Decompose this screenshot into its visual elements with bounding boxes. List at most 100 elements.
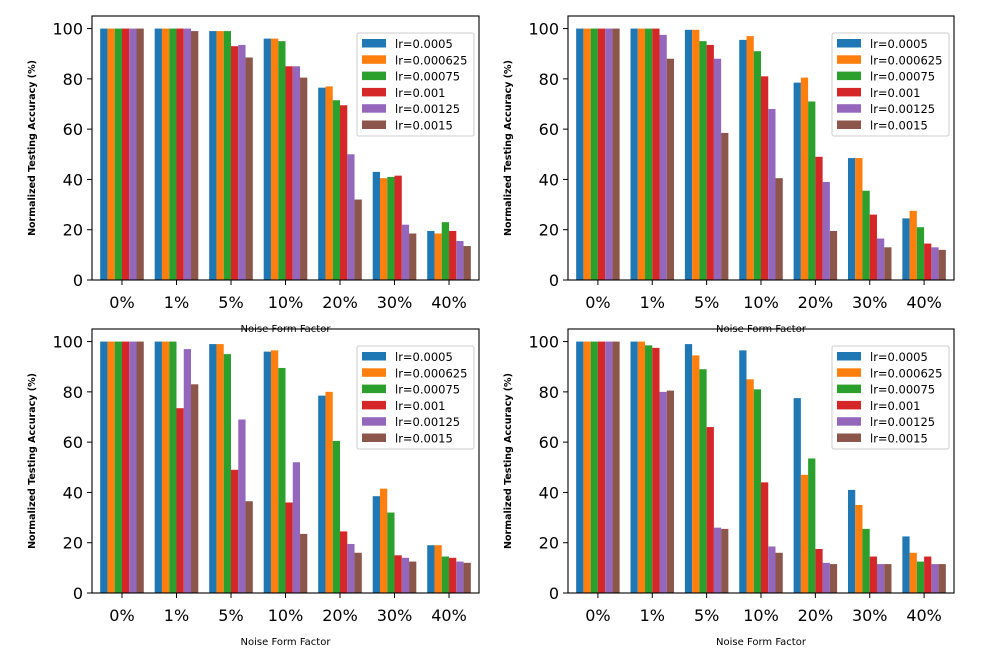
bar-lr=0.00125-1% bbox=[659, 34, 667, 280]
bar-lr=0.001-1% bbox=[176, 408, 184, 593]
bar-lr=0.00075-40% bbox=[441, 556, 450, 593]
bar-lr=0.000625-30% bbox=[379, 488, 388, 593]
bar-lr=0.000625-0% bbox=[107, 28, 115, 280]
bar-lr=0.001-10% bbox=[761, 76, 769, 280]
legend-swatch bbox=[362, 104, 386, 113]
bar-lr=0.00125-20% bbox=[347, 543, 355, 593]
legend-entry: lr=0.00075 bbox=[870, 383, 935, 397]
bar-lr=0.0015-10% bbox=[775, 552, 783, 593]
bar-lr=0.00075-5% bbox=[223, 31, 231, 281]
bar-lr=0.001-40% bbox=[924, 243, 932, 280]
bar-lr=0.000625-20% bbox=[800, 474, 809, 593]
bar-lr=0.00075-20% bbox=[808, 458, 816, 593]
bar-lr=0.000625-5% bbox=[692, 355, 700, 593]
bar-lr=0.000625-10% bbox=[746, 36, 754, 280]
bar-lr=0.000625-30% bbox=[855, 158, 863, 280]
bar-lr=0.00075-0% bbox=[114, 28, 122, 280]
bar-lr=0.001-5% bbox=[230, 46, 239, 280]
bar-lr=0.00075-10% bbox=[753, 51, 761, 281]
y-axis-label: Normalized Testing Accuracy (%) bbox=[27, 373, 38, 549]
legend-swatch bbox=[362, 39, 386, 48]
bar-lr=0.00125-30% bbox=[876, 238, 885, 280]
y-tick-label: 20 bbox=[63, 221, 83, 240]
bar-lr=0.0015-30% bbox=[884, 564, 892, 593]
bar-lr=0.001-40% bbox=[924, 556, 932, 593]
bar-lr=0.00125-5% bbox=[713, 527, 722, 593]
legend-entry: lr=0.0015 bbox=[870, 432, 928, 446]
bar-lr=0.00075-1% bbox=[169, 341, 177, 593]
legend-entry: lr=0.001 bbox=[870, 86, 920, 100]
bar-lr=0.001-5% bbox=[706, 44, 714, 280]
legend-swatch bbox=[837, 104, 861, 113]
y-tick-label: 0 bbox=[549, 271, 559, 290]
bar-lr=0.0015-40% bbox=[938, 249, 946, 280]
bar-lr=0.001-1% bbox=[652, 28, 660, 280]
legend-entry: lr=0.0005 bbox=[870, 37, 928, 51]
legend-entry: lr=0.00125 bbox=[395, 102, 460, 116]
bar-lr=0.000625-1% bbox=[161, 341, 170, 593]
x-tick-label: 30% bbox=[377, 293, 413, 312]
bar-lr=0.000625-40% bbox=[434, 545, 442, 593]
legend-swatch bbox=[837, 120, 861, 129]
legend-swatch bbox=[362, 400, 386, 410]
bar-lr=0.000625-20% bbox=[325, 391, 333, 593]
legend-entry: lr=0.00075 bbox=[395, 383, 460, 397]
legend: lr=0.0005 lr=0.000625 lr=0.00075 lr=0.001 lr… bbox=[356, 345, 475, 450]
legend-entry: lr=0.001 bbox=[395, 399, 445, 413]
bar-lr=0.000625-10% bbox=[270, 38, 279, 280]
bar-lr=0.0015-1% bbox=[666, 390, 675, 593]
x-tick-label: 20% bbox=[322, 606, 358, 625]
x-tick-label: 0% bbox=[585, 606, 610, 625]
bar-lr=0.0005-0% bbox=[576, 341, 584, 593]
bar-lr=0.0015-10% bbox=[775, 178, 783, 280]
bar-lr=0.00125-5% bbox=[238, 44, 246, 280]
bar-lr=0.001-20% bbox=[340, 105, 348, 280]
bar-lr=0.0015-5% bbox=[245, 501, 253, 593]
bar-lr=0.0005-5% bbox=[209, 31, 217, 281]
bars-group bbox=[100, 341, 471, 593]
bar-lr=0.000625-20% bbox=[800, 77, 809, 280]
chart-panel-4: 0 20 40 60 80 100 0% 1% 5% 10% 20% 30% 40% Noise Form… bbox=[503, 328, 955, 648]
bar-lr=0.001-10% bbox=[285, 66, 293, 280]
bar-lr=0.00125-40% bbox=[931, 564, 939, 593]
x-tick-label: 20% bbox=[798, 293, 834, 312]
bar-lr=0.0005-10% bbox=[739, 350, 747, 593]
y-tick-label: 0 bbox=[73, 271, 83, 290]
bar-lr=0.000625-1% bbox=[637, 28, 646, 280]
x-tick-label: 0% bbox=[109, 606, 134, 625]
bar-lr=0.00125-0% bbox=[129, 341, 137, 593]
bar-lr=0.001-5% bbox=[230, 469, 239, 593]
legend-entry: lr=0.00075 bbox=[870, 70, 935, 84]
bar-lr=0.000625-0% bbox=[583, 28, 591, 280]
bar-lr=0.0005-20% bbox=[318, 87, 326, 280]
bars-group bbox=[576, 28, 946, 281]
y-tick-label: 40 bbox=[63, 483, 83, 502]
bar-lr=0.000625-20% bbox=[325, 86, 333, 281]
legend-swatch bbox=[837, 87, 861, 97]
legend-entry: lr=0.001 bbox=[870, 399, 920, 413]
bar-lr=0.000625-1% bbox=[161, 28, 170, 280]
legend: lr=0.0005 lr=0.000625 lr=0.00075 lr=0.001 lr… bbox=[831, 345, 950, 450]
bar-lr=0.00125-5% bbox=[238, 419, 246, 593]
bar-lr=0.0005-40% bbox=[427, 230, 435, 280]
legend-entry: lr=0.000625 bbox=[870, 366, 942, 380]
bar-lr=0.000625-5% bbox=[216, 31, 224, 281]
bar-lr=0.0015-30% bbox=[409, 561, 417, 593]
y-axis-label: Normalized Testing Accuracy (%) bbox=[503, 373, 514, 549]
legend-entry: lr=0.0005 bbox=[395, 37, 453, 51]
bar-lr=0.00125-5% bbox=[713, 58, 722, 280]
bar-lr=0.00075-0% bbox=[114, 341, 122, 593]
bar-lr=0.000625-30% bbox=[379, 178, 388, 280]
x-tick-label: 40% bbox=[431, 293, 467, 312]
bar-lr=0.0005-5% bbox=[684, 29, 693, 280]
bar-lr=0.0015-0% bbox=[136, 28, 144, 280]
bar-lr=0.00075-10% bbox=[278, 41, 286, 280]
bar-lr=0.0005-40% bbox=[902, 218, 910, 280]
bar-lr=0.00125-10% bbox=[292, 66, 301, 280]
bar-lr=0.00075-40% bbox=[916, 561, 925, 593]
bar-lr=0.001-30% bbox=[869, 556, 877, 593]
bars-group bbox=[100, 28, 471, 281]
bar-lr=0.001-10% bbox=[761, 482, 769, 593]
bar-lr=0.00125-1% bbox=[183, 349, 192, 593]
legend-entry: lr=0.001 bbox=[395, 86, 445, 100]
